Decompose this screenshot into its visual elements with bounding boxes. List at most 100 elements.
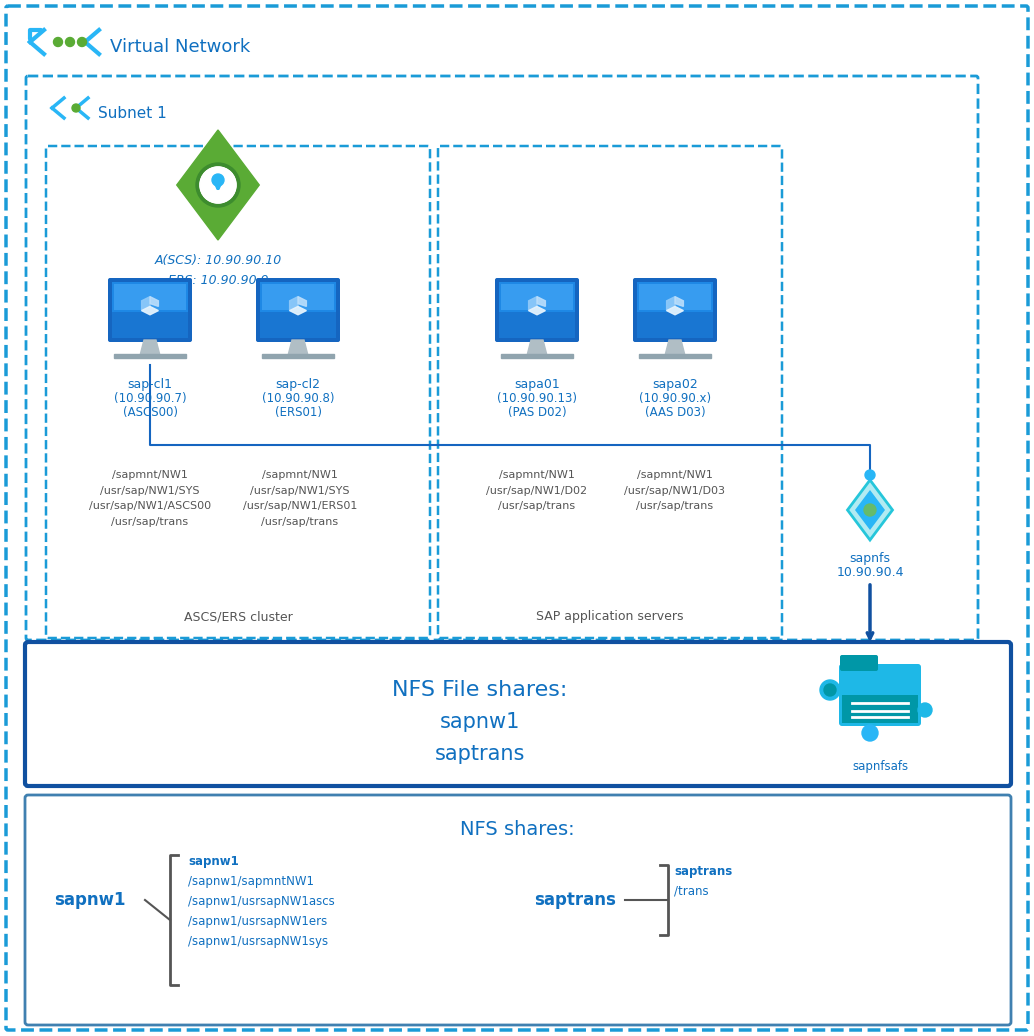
FancyBboxPatch shape [495, 278, 579, 342]
Text: SAP application servers: SAP application servers [537, 610, 683, 623]
Text: saptrans: saptrans [674, 865, 732, 877]
Text: sapnfs: sapnfs [850, 552, 890, 565]
Circle shape [865, 470, 875, 480]
Text: sapa02: sapa02 [652, 378, 698, 391]
FancyBboxPatch shape [256, 278, 340, 342]
FancyBboxPatch shape [840, 655, 878, 671]
Polygon shape [528, 296, 537, 311]
Polygon shape [501, 354, 573, 358]
Polygon shape [528, 307, 545, 315]
Text: /sapmnt/NW1
/usr/sap/NW1/SYS
/usr/sap/NW1/ASCS00
/usr/sap/trans: /sapmnt/NW1 /usr/sap/NW1/SYS /usr/sap/NW… [89, 470, 211, 526]
FancyBboxPatch shape [637, 282, 713, 338]
Circle shape [72, 104, 80, 112]
Polygon shape [150, 296, 158, 307]
Text: sapa01: sapa01 [514, 378, 559, 391]
Polygon shape [142, 307, 158, 315]
FancyBboxPatch shape [842, 695, 918, 723]
Text: sap-cl1: sap-cl1 [127, 378, 173, 391]
Polygon shape [298, 296, 306, 307]
FancyBboxPatch shape [25, 795, 1011, 1025]
Text: (10.90.90.x): (10.90.90.x) [639, 392, 711, 405]
Text: ERS: 10.90.90.9: ERS: 10.90.90.9 [168, 274, 268, 287]
Text: sap-cl2: sap-cl2 [275, 378, 321, 391]
Text: sapnw1: sapnw1 [439, 712, 520, 732]
FancyBboxPatch shape [114, 284, 186, 310]
Text: A(SCS): 10.90.90.10: A(SCS): 10.90.90.10 [154, 254, 281, 266]
Circle shape [200, 167, 236, 203]
Circle shape [824, 684, 837, 696]
Circle shape [65, 37, 74, 47]
Text: /sapnw1/usrsapNW1ascs: /sapnw1/usrsapNW1ascs [188, 895, 335, 908]
Text: (AAS D03): (AAS D03) [644, 406, 705, 419]
Text: NFS File shares:: NFS File shares: [392, 680, 568, 700]
FancyBboxPatch shape [637, 282, 713, 312]
Circle shape [78, 37, 87, 47]
Text: /sapnw1/sapmntNW1: /sapnw1/sapmntNW1 [188, 875, 314, 888]
Polygon shape [262, 354, 334, 358]
Polygon shape [114, 354, 186, 358]
Circle shape [918, 703, 932, 717]
Circle shape [864, 503, 876, 516]
Text: (10.90.90.8): (10.90.90.8) [262, 392, 334, 405]
Polygon shape [177, 130, 260, 240]
Text: /sapmnt/NW1
/usr/sap/NW1/D02
/usr/sap/trans: /sapmnt/NW1 /usr/sap/NW1/D02 /usr/sap/tr… [486, 470, 587, 511]
FancyBboxPatch shape [639, 284, 711, 310]
FancyBboxPatch shape [501, 284, 573, 310]
Text: (10.90.90.13): (10.90.90.13) [497, 392, 577, 405]
Polygon shape [141, 340, 159, 354]
FancyBboxPatch shape [45, 146, 430, 638]
Polygon shape [290, 296, 298, 311]
Text: NFS shares:: NFS shares: [460, 821, 574, 839]
FancyBboxPatch shape [112, 282, 188, 312]
Polygon shape [667, 307, 683, 315]
FancyBboxPatch shape [26, 76, 978, 640]
Polygon shape [288, 340, 307, 354]
Polygon shape [848, 480, 892, 540]
FancyBboxPatch shape [112, 282, 188, 338]
FancyBboxPatch shape [499, 282, 575, 338]
FancyBboxPatch shape [438, 146, 782, 638]
Text: Subnet 1: Subnet 1 [98, 106, 166, 120]
Polygon shape [527, 340, 547, 354]
Circle shape [862, 725, 878, 741]
Text: Virtual Network: Virtual Network [110, 38, 250, 56]
FancyBboxPatch shape [260, 282, 336, 338]
Circle shape [196, 163, 240, 207]
FancyBboxPatch shape [262, 284, 334, 310]
Text: sapnw1: sapnw1 [54, 891, 126, 909]
Circle shape [54, 37, 62, 47]
Text: (10.90.90.7): (10.90.90.7) [114, 392, 186, 405]
Text: /sapnw1/usrsapNW1sys: /sapnw1/usrsapNW1sys [188, 936, 328, 948]
Polygon shape [537, 296, 545, 307]
Text: ASCS/ERS cluster: ASCS/ERS cluster [184, 610, 293, 623]
FancyBboxPatch shape [108, 278, 192, 342]
Polygon shape [666, 340, 685, 354]
Polygon shape [667, 296, 675, 311]
Text: 10.90.90.4: 10.90.90.4 [837, 566, 904, 579]
Circle shape [200, 167, 236, 203]
Circle shape [820, 680, 840, 700]
FancyBboxPatch shape [25, 642, 1011, 786]
Polygon shape [639, 354, 711, 358]
FancyBboxPatch shape [839, 664, 921, 726]
Polygon shape [675, 296, 683, 307]
Text: (PAS D02): (PAS D02) [508, 406, 567, 419]
FancyBboxPatch shape [633, 278, 717, 342]
Polygon shape [855, 490, 885, 530]
Text: saptrans: saptrans [435, 744, 525, 764]
Text: /sapmnt/NW1
/usr/sap/NW1/SYS
/usr/sap/NW1/ERS01
/usr/sap/trans: /sapmnt/NW1 /usr/sap/NW1/SYS /usr/sap/NW… [243, 470, 357, 526]
Polygon shape [290, 307, 306, 315]
Polygon shape [142, 296, 150, 311]
Circle shape [212, 174, 224, 186]
Text: sapnw1: sapnw1 [188, 855, 239, 868]
Text: sapnfsafs: sapnfsafs [852, 760, 908, 773]
Text: /trans: /trans [674, 885, 708, 898]
FancyBboxPatch shape [260, 282, 336, 312]
Text: saptrans: saptrans [535, 891, 616, 909]
FancyBboxPatch shape [499, 282, 575, 312]
Text: /sapnw1/usrsapNW1ers: /sapnw1/usrsapNW1ers [188, 915, 327, 928]
Text: /sapmnt/NW1
/usr/sap/NW1/D03
/usr/sap/trans: /sapmnt/NW1 /usr/sap/NW1/D03 /usr/sap/tr… [625, 470, 726, 511]
Text: (ASCS00): (ASCS00) [122, 406, 178, 419]
Text: (ERS01): (ERS01) [274, 406, 322, 419]
FancyBboxPatch shape [6, 6, 1028, 1030]
